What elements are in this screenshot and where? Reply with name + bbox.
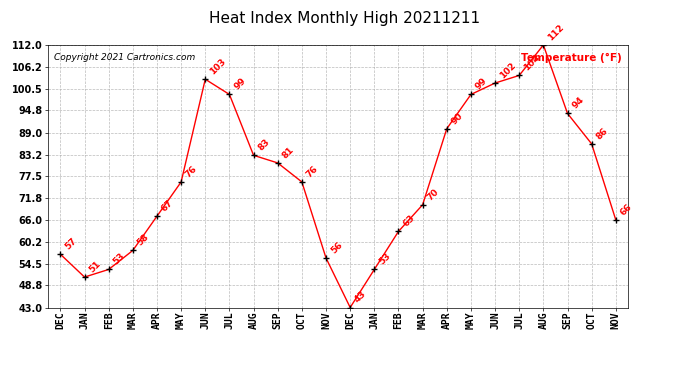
Text: 70: 70 bbox=[426, 187, 441, 202]
Text: Heat Index Monthly High 20211211: Heat Index Monthly High 20211211 bbox=[210, 11, 480, 26]
Text: 86: 86 bbox=[595, 126, 610, 141]
Text: Copyright 2021 Cartronics.com: Copyright 2021 Cartronics.com bbox=[54, 53, 195, 62]
Text: 53: 53 bbox=[377, 252, 393, 267]
Text: 56: 56 bbox=[329, 240, 344, 255]
Text: 90: 90 bbox=[450, 111, 465, 126]
Text: 53: 53 bbox=[112, 252, 127, 267]
Text: 76: 76 bbox=[305, 164, 320, 179]
Text: 57: 57 bbox=[63, 236, 79, 252]
Text: 43: 43 bbox=[353, 290, 368, 305]
Text: 63: 63 bbox=[402, 213, 417, 229]
Text: 112: 112 bbox=[546, 22, 566, 42]
Text: 102: 102 bbox=[498, 61, 518, 80]
Text: 58: 58 bbox=[136, 232, 151, 248]
Text: 83: 83 bbox=[257, 137, 272, 153]
Text: 51: 51 bbox=[88, 259, 103, 274]
Text: 99: 99 bbox=[474, 76, 489, 92]
Text: 99: 99 bbox=[233, 76, 248, 92]
Text: 94: 94 bbox=[571, 95, 586, 111]
Text: 67: 67 bbox=[160, 198, 175, 213]
Text: 81: 81 bbox=[281, 145, 296, 160]
Text: 76: 76 bbox=[184, 164, 199, 179]
Text: Temperature (°F): Temperature (°F) bbox=[522, 53, 622, 63]
Text: 103: 103 bbox=[208, 57, 228, 76]
Text: 66: 66 bbox=[619, 202, 634, 217]
Text: 104: 104 bbox=[522, 53, 542, 73]
